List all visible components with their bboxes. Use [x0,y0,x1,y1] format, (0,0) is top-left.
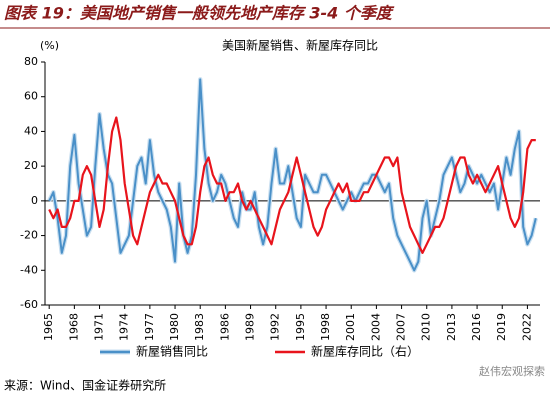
x-tick-label: 2004 [369,313,382,341]
y-axis-label: (%) [40,39,59,52]
watermark: 赵伟宏观探索 [479,364,545,378]
x-tick-label: 1995 [294,313,307,341]
x-tick-label: 2001 [344,313,357,341]
x-tick-label: 2016 [470,313,483,341]
x-tick-label: 1974 [118,313,131,341]
x-tick-label: 1977 [143,313,156,341]
x-tick-label: 1986 [218,313,231,341]
y-tick-label: -40 [20,263,38,276]
x-tick-label: 1968 [67,313,80,341]
x-tick-label: 1965 [42,313,55,341]
x-tick-label: 2019 [495,313,508,341]
x-tick-label: 2022 [520,313,533,341]
header-title: 图表 19：美国地产销售一般领先地产库存 3-4 个季度 [4,4,395,23]
y-tick-label: 60 [24,90,38,103]
x-tick-label: 1992 [269,313,282,341]
x-tick-label: 1971 [93,313,106,341]
x-tick-label: 2013 [445,313,458,341]
chart-title: 美国新屋销售、新屋库存同比 [222,38,378,53]
y-tick-label: -60 [20,298,38,311]
y-tick-label: 80 [24,55,38,68]
source: 来源：Wind、国金证券研究所 [4,378,166,393]
y-tick-label: 20 [24,159,38,172]
x-tick-label: 2010 [420,313,433,341]
y-tick-label: 40 [24,124,38,137]
x-tick-label: 2007 [395,313,408,341]
legend-label: 新屋库存同比（右） [311,344,419,359]
x-tick-label: 1980 [168,313,181,341]
x-tick-label: 1989 [244,313,257,341]
line [48,116,536,254]
y-tick-label: 0 [31,194,38,207]
x-tick-label: 1983 [193,313,206,341]
y-tick-label: -20 [20,229,38,242]
x-tick-label: 1998 [319,313,332,341]
legend-label: 新屋销售同比 [136,344,208,359]
